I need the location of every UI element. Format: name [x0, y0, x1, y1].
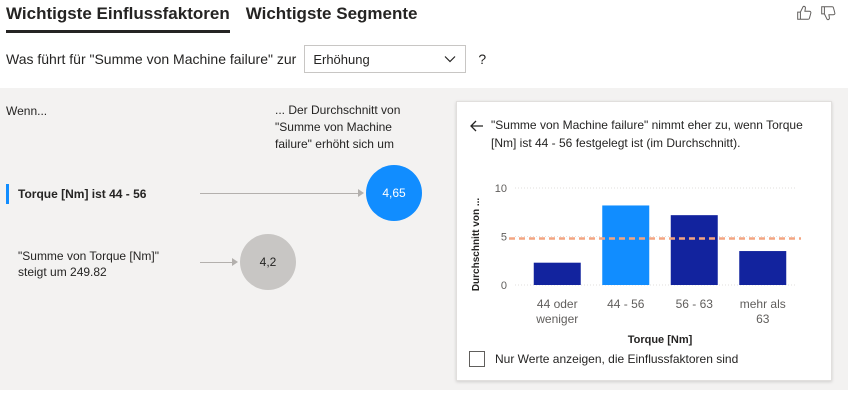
direction-dropdown-value: Erhöhung	[313, 51, 370, 67]
influence-value: 4,2	[259, 255, 277, 269]
help-question-mark[interactable]: ?	[478, 51, 487, 67]
influence-bubble[interactable]: 4,2	[240, 234, 296, 290]
influencer-row-torque[interactable]: Torque [Nm] ist 44 - 56	[6, 184, 147, 204]
question-row: Was führt für "Summe von Machine failure…	[6, 44, 486, 74]
feedback-icons	[795, 4, 837, 22]
y-axis-label: Durchschnitt von ...	[471, 198, 482, 292]
chevron-down-icon	[444, 56, 456, 63]
tab-bar: Wichtigste Einflussfaktoren Wichtigste S…	[6, 0, 434, 36]
influencer-label: Torque [Nm] ist 44 - 56	[18, 187, 147, 201]
thumbs-down-icon[interactable]	[819, 4, 837, 22]
back-arrow-icon[interactable]	[469, 118, 485, 134]
x-tick-label: 44 oder weniger	[535, 297, 578, 326]
tab-top-influencers[interactable]: Wichtigste Einflussfaktoren	[6, 0, 230, 33]
connector-arrow-icon	[232, 258, 238, 266]
influencer-label: "Summe von Torque [Nm]" steigt um 249.82	[18, 249, 160, 279]
detail-description: "Summe von Machine failure" nimmt eher z…	[491, 118, 803, 150]
y-tick-label: 10	[495, 183, 507, 195]
x-tick-label: 56 - 63	[676, 297, 714, 311]
x-tick-label: mehr als 63	[740, 297, 786, 326]
detail-card: "Summe von Machine failure" nimmt eher z…	[456, 101, 832, 381]
influencer-row-sum-torque[interactable]: "Summe von Torque [Nm]" steigt um 249.82	[18, 248, 188, 280]
y-tick-label: 0	[501, 280, 507, 292]
chart-bars	[533, 205, 787, 285]
x-axis-label: Torque [Nm]	[628, 334, 693, 346]
bar[interactable]	[739, 251, 787, 285]
connector-line	[200, 193, 360, 194]
thumbs-up-icon[interactable]	[795, 4, 813, 22]
if-column-header: Wenn...	[6, 104, 48, 118]
connector-line	[200, 262, 234, 263]
influencers-only-label: Nur Werte anzeigen, die Einflussfaktoren…	[495, 352, 739, 366]
bar-chart: 0 5 10 44 oder weniger 44 - 56 56 - 63 mehr als…	[471, 183, 801, 346]
influencers-only-checkbox[interactable]	[469, 351, 485, 367]
influence-bubble[interactable]: 4,65	[366, 165, 422, 221]
direction-dropdown[interactable]: Erhöhung	[304, 45, 467, 73]
bar[interactable]	[670, 215, 718, 285]
question-text: Was führt für "Summe von Machine failure…	[6, 51, 297, 67]
y-tick-label: 5	[501, 232, 507, 244]
influencers-only-option: Nur Werte anzeigen, die Einflussfaktoren…	[469, 351, 738, 367]
chart-labels: 0 5 10 44 oder weniger 44 - 56 56 - 63 mehr als…	[471, 183, 786, 346]
connector-arrow-icon	[358, 189, 364, 197]
bar[interactable]	[533, 262, 581, 285]
bar[interactable]	[602, 205, 650, 285]
influence-value: 4,65	[382, 186, 406, 200]
x-tick-label: 44 - 56	[607, 297, 645, 311]
result-column-header: ... Der Durchschnitt von "Summe von Mach…	[275, 103, 401, 151]
tab-top-segments[interactable]: Wichtigste Segmente	[245, 4, 418, 23]
selected-marker	[6, 184, 9, 204]
